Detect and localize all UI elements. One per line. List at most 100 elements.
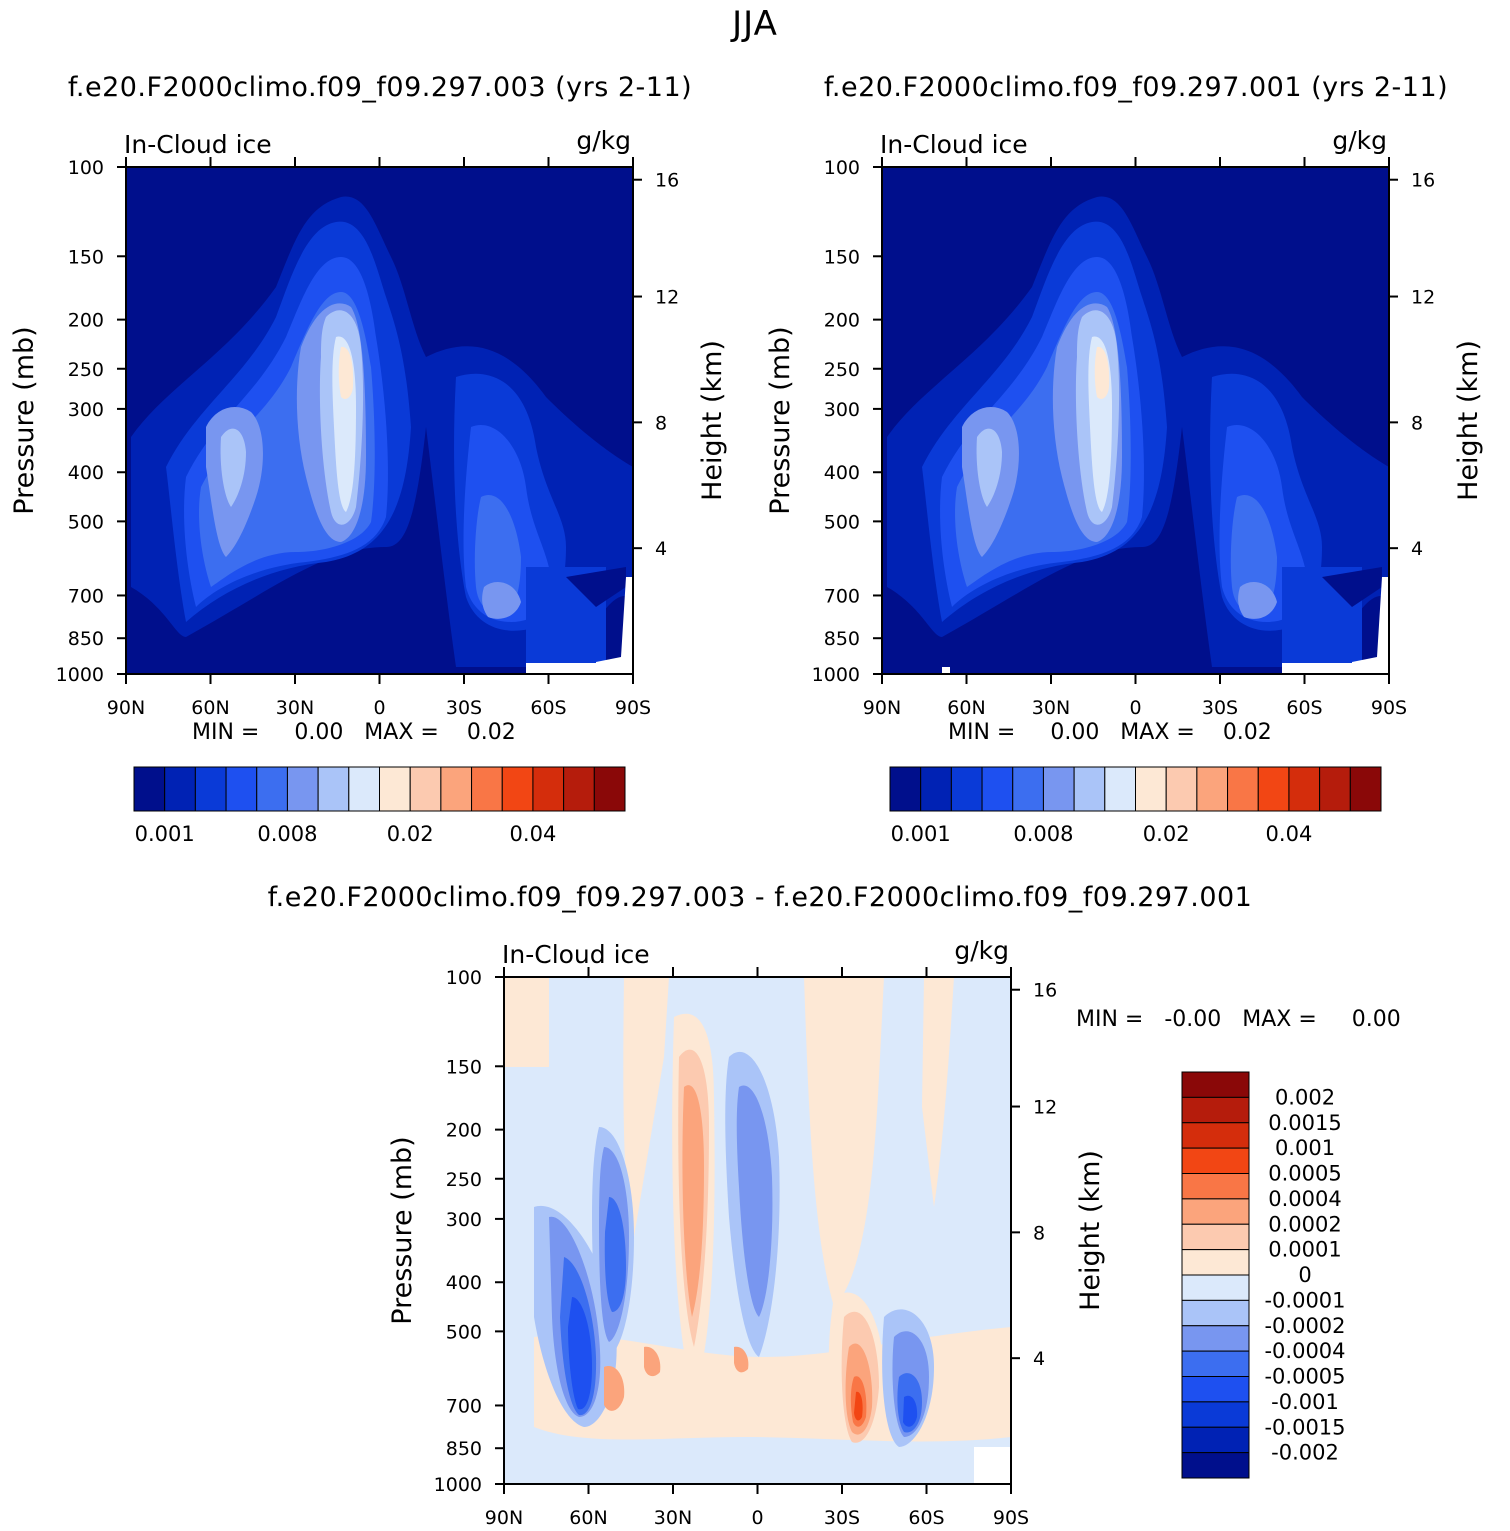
y-tick-label: 250 [68,359,104,381]
panel1-colorbar: 0.001 0.008 0.02 0.04 [133,766,626,846]
colorbar-swatch [1181,1249,1250,1276]
colorbar-label: 0.0002 [1268,1212,1341,1236]
y-axis-label: Pressure (mb) [387,1136,418,1324]
x-tick-label: 0 [1129,697,1141,719]
colorbar-swatch [1181,1071,1250,1098]
x-tick-label: 90N [863,697,901,719]
colorbar-swatch [1257,766,1290,812]
colorbar-swatch [194,766,227,812]
y2-tick-label: 16 [655,170,679,192]
colorbar-label: 0.0001 [1268,1238,1341,1262]
y-tick-label: 700 [446,1395,482,1417]
y2-tick-label: 12 [1411,287,1435,309]
y-tick-label: 150 [824,246,860,268]
y-tick-label: 100 [446,967,482,989]
y-tick-label: 1000 [56,664,104,686]
colorbar-label: 0.008 [257,822,317,846]
colorbar-label: 0.008 [1013,822,1073,846]
x-tick-label: 30S [824,1507,860,1529]
x-tick-label: 90N [485,1507,523,1529]
variable-label: In-Cloud ice [124,130,272,159]
colorbar-swatch [593,766,626,812]
y2-tick-label: 8 [655,412,667,434]
colorbar-swatch [920,766,952,812]
panel1-minmax: MIN = 0.00 MAX = 0.02 [192,720,516,745]
x-tick-label: 30N [1032,697,1070,719]
colorbar-swatch [1181,1198,1250,1225]
units-label: g/kg [954,936,1009,965]
colorbar-swatch [1073,766,1106,812]
x-tick-label: 0 [751,1507,763,1529]
colorbar-label: -0.002 [1271,1441,1339,1465]
variable-label: In-Cloud ice [502,940,650,969]
colorbar-swatch [1196,766,1229,812]
min-label: MIN = [192,720,260,745]
min-value: 0.00 [294,720,344,745]
panel1-axes: In-Cloud ice g/kg 100 150 200 250 300 400 500 700… [9,126,728,719]
y-tick-label: 100 [68,157,104,179]
max-label: MAX = [1242,1007,1317,1032]
colorbar-label: -0.0015 [1264,1415,1345,1439]
colorbar-swatch [1227,766,1259,812]
colorbar-swatch [1181,1350,1250,1377]
colorbar-swatch [471,766,503,812]
panel1-field [126,167,633,674]
colorbar-swatch [164,766,196,812]
panel2-field [882,167,1389,674]
x-tick-label: 90N [107,697,145,719]
colorbar-swatch [133,766,166,812]
y-axis-label: Pressure (mb) [765,326,796,514]
panel2-title: f.e20.F2000climo.f09_f09.297.001 (yrs 2-… [823,72,1449,103]
max-value: 0.00 [1351,1007,1401,1032]
panel1-title: f.e20.F2000climo.f09_f09.297.003 (yrs 2-… [67,72,693,103]
panel3-field [504,977,1011,1484]
colorbar-label: 0.04 [1266,822,1313,846]
colorbar-swatch [1288,766,1321,812]
y-tick-label: 850 [824,628,860,650]
colorbar-swatch [379,766,411,812]
colorbar-label: 0.0015 [1268,1111,1341,1135]
y2-tick-label: 16 [1411,170,1435,192]
y2-tick-label: 4 [1411,538,1423,560]
colorbar-swatch [1181,1147,1250,1174]
colorbar-label: 0.02 [387,822,434,846]
colorbar-swatch [889,766,922,812]
panel2-axes: In-Cloud ice g/kg 100 150 200 250 300 400 500 700… [765,126,1484,719]
y2-tick-label: 12 [1033,1097,1057,1119]
panel3-title: f.e20.F2000climo.f09_f09.297.003 - f.e20… [267,882,1253,913]
colorbar-swatch [1181,1426,1250,1454]
y-tick-label: 400 [446,1272,482,1294]
panel2-colorbar: 0.001 0.008 0.02 0.04 [889,766,1382,846]
colorbar-swatch [1042,766,1075,812]
x-tick-label: 60S [530,697,566,719]
x-tick-label: 60N [569,1507,607,1529]
panel3-minmax: MIN = -0.00 MAX = 0.00 [1076,1007,1401,1032]
max-label: MAX = [1120,720,1195,745]
colorbar-label: -0.0004 [1264,1339,1345,1363]
panel2-minmax: MIN = 0.00 MAX = 0.02 [948,720,1272,745]
colorbar-swatch [1181,1299,1250,1327]
colorbar-swatch [1181,1096,1250,1124]
panel3-axes: In-Cloud ice g/kg 100 150 200 250 300 400 500 700… [387,936,1106,1529]
y-tick-label: 300 [68,399,104,421]
colorbar-swatch [225,766,258,812]
y-tick-label: 1000 [812,664,860,686]
y-tick-label: 400 [68,462,104,484]
min-value: 0.00 [1050,720,1100,745]
colorbar-swatch [1181,1376,1250,1403]
colorbar-label: 0.02 [1143,822,1190,846]
colorbar-swatch [1181,1452,1250,1479]
x-tick-label: 30N [276,697,314,719]
colorbar-swatch [1349,766,1382,812]
panel3-colorbar: 0.0020.00150.0010.00050.00040.00020.0001… [1181,1071,1346,1479]
y2-axis-label: Height (km) [1453,340,1484,501]
colorbar-swatch [1135,766,1167,812]
y-tick-label: 1000 [434,1474,482,1496]
colorbar-swatch [981,766,1014,812]
colorbar-swatch [1181,1122,1250,1149]
x-tick-label: 60N [191,697,229,719]
y2-tick-label: 4 [1033,1348,1045,1370]
colorbar-swatch [1319,766,1351,812]
x-tick-label: 60N [947,697,985,719]
y2-tick-label: 8 [1411,412,1423,434]
